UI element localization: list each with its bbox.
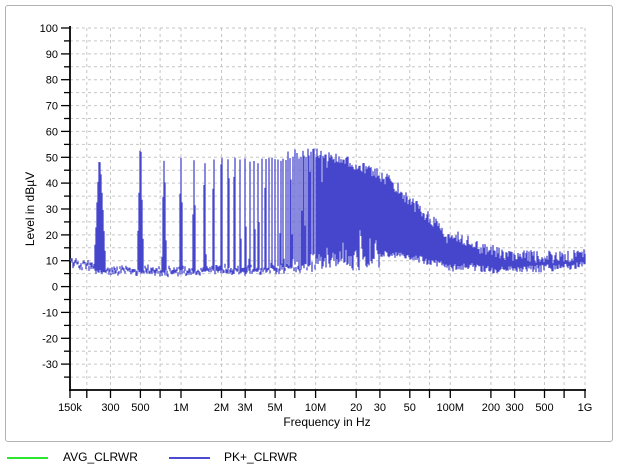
y-tick-label: 50 <box>46 152 58 164</box>
y-tick-label: 70 <box>46 101 58 113</box>
y-tick-label: 20 <box>46 230 58 242</box>
x-tick-label: 20 <box>350 402 362 414</box>
x-tick-label: 2M <box>214 402 229 414</box>
x-axis-title: Frequency in Hz <box>283 415 371 429</box>
x-tick-label: 10M <box>305 402 326 414</box>
y-tick-label: 10 <box>46 256 58 268</box>
x-tick-label: 3M <box>238 402 253 414</box>
axes <box>69 26 586 391</box>
x-tick-label: 100M <box>437 402 465 414</box>
y-tick-label: 30 <box>46 204 58 216</box>
legend-label-avg: AVG_CLRWR <box>63 450 138 464</box>
x-tick-label: 500 <box>535 402 553 414</box>
y-tick-label: 100 <box>40 23 58 35</box>
tick-labels: -30 -20 -10 0 10 20 30 40 50 60 70 80 90 100 150k 300 50… <box>40 23 593 414</box>
y-tick-label: 40 <box>46 178 58 190</box>
x-tick-label: 300 <box>101 402 119 414</box>
y-tick-label: 0 <box>52 282 58 294</box>
axis-ticks <box>61 27 586 398</box>
x-tick-label: 1M <box>173 402 188 414</box>
pk-trace-swatch <box>169 457 210 459</box>
x-tick-label: 50 <box>404 402 416 414</box>
x-tick-label: 5M <box>267 402 282 414</box>
y-tick-label: -10 <box>42 307 58 319</box>
y-axis-title: Level in dBµV <box>23 171 37 247</box>
legend: AVG_CLRWR PK+_CLRWR <box>0 448 624 469</box>
pk-trace <box>70 148 586 278</box>
gridlines <box>70 27 586 390</box>
x-tick-label: 1G <box>578 402 593 414</box>
x-tick-label: 150k <box>58 402 82 414</box>
x-tick-label: 300 <box>505 402 523 414</box>
x-tick-label: 30 <box>374 402 386 414</box>
x-tick-label: 200 <box>482 402 500 414</box>
y-tick-label: -20 <box>42 333 58 345</box>
legend-label-pk: PK+_CLRWR <box>224 450 298 464</box>
y-tick-label: 80 <box>46 75 58 87</box>
y-tick-label: 60 <box>46 126 58 138</box>
avg-trace-swatch <box>7 457 48 459</box>
x-tick-label: 500 <box>131 402 149 414</box>
y-tick-label: -30 <box>42 359 58 371</box>
y-tick-label: 90 <box>46 49 58 61</box>
